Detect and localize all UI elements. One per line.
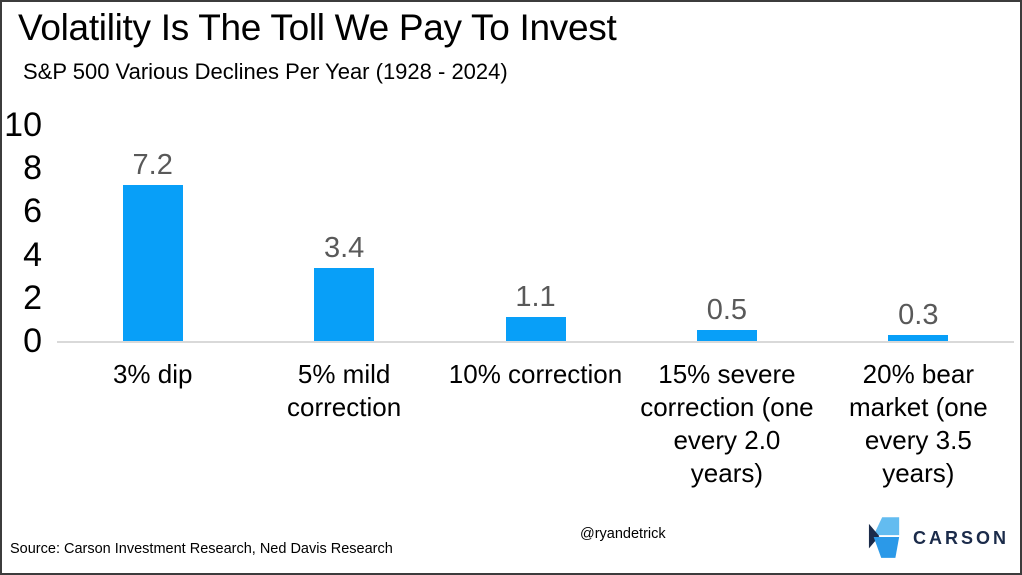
chart-subtitle: S&P 500 Various Declines Per Year (1928 …	[23, 59, 508, 84]
y-tick-label: 2	[23, 279, 42, 317]
bar	[888, 334, 949, 341]
chart-title: Volatility Is The Toll We Pay To Invest	[18, 7, 617, 48]
bar-value-label: 1.1	[515, 281, 556, 314]
bar	[314, 267, 375, 341]
bar	[122, 185, 183, 341]
bar-group: 7.2	[57, 125, 248, 341]
carson-logo-icon	[868, 517, 900, 558]
carson-logo: CARSON	[868, 515, 1009, 561]
bar-group: 0.5	[631, 125, 822, 341]
x-category-label: 20% bear market (one every 3.5 years)	[848, 359, 988, 488]
bar-value-label: 0.3	[898, 298, 939, 331]
x-category-label: 3% dip	[112, 359, 193, 389]
source-note: Source: Carson Investment Research, Ned …	[10, 541, 393, 557]
bar-value-label: 7.2	[132, 149, 173, 182]
carson-logo-text: CARSON	[913, 527, 1010, 548]
plot-area: 7.2 3.4 1.1 0.5 0.3	[57, 125, 1014, 343]
x-category-label: 5% mild correction	[287, 359, 402, 422]
y-tick-label: 6	[23, 192, 42, 230]
x-category-label: 15% severe correction (one every 2.0 yea…	[640, 359, 814, 488]
y-tick-label: 0	[23, 322, 42, 360]
y-tick-label: 10	[4, 106, 42, 144]
y-tick-label: 8	[23, 149, 42, 187]
y-tick-label: 4	[23, 236, 42, 274]
x-axis: 3% dip 5% mild correction 10% correction…	[57, 358, 1014, 490]
bar	[696, 330, 757, 341]
bar-value-label: 0.5	[706, 294, 748, 327]
x-category-label: 10% correction	[448, 359, 623, 389]
bar-group: 0.3	[823, 125, 1014, 341]
author-handle: @ryandetrick	[580, 526, 666, 542]
bar	[505, 317, 566, 341]
bar-group: 3.4	[248, 125, 439, 341]
bar-group: 1.1	[440, 125, 631, 341]
bar-value-label: 3.4	[323, 231, 365, 264]
